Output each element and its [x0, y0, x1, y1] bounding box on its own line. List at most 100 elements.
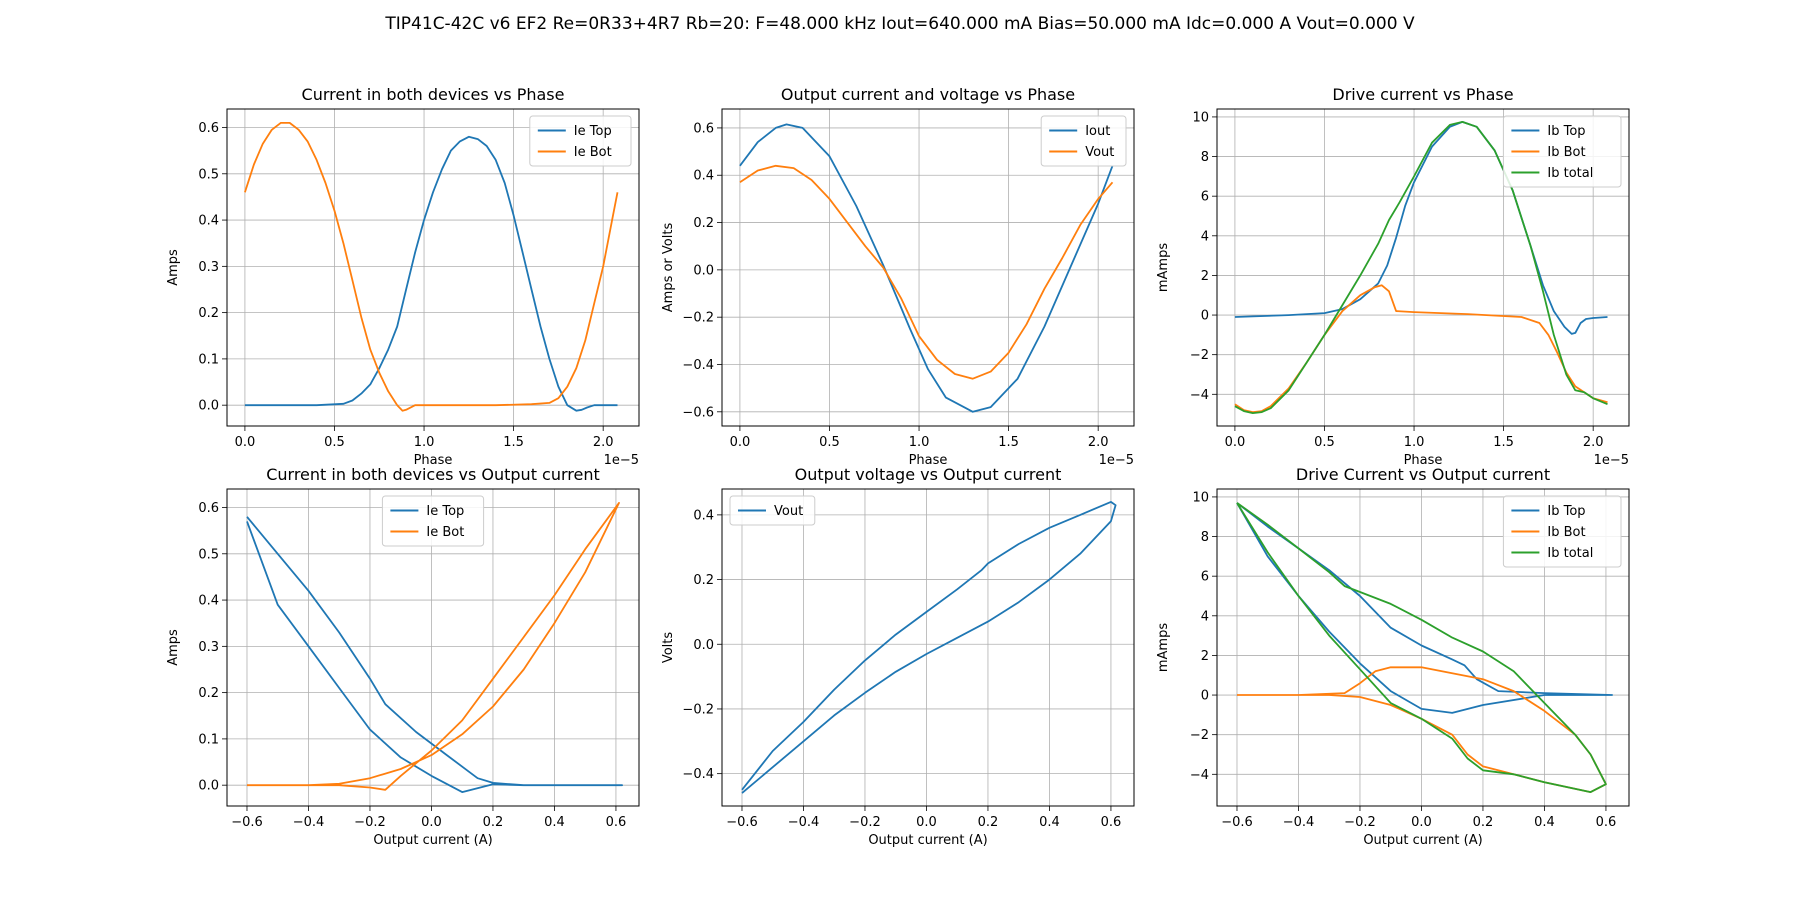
y-tick-label: 8 [1201, 150, 1209, 165]
chart-panel-4: −0.6 −0.4 −0.2 0.0 0.2 0.4 0.6 0.0 0.1 0.2 0.3 0.4 0… [166, 465, 640, 848]
plot-frame [721, 108, 1135, 427]
y-tick-label: 0.3 [198, 260, 219, 275]
y-tick-label: 0.4 [693, 508, 714, 523]
y-axis-label: mAmps [1156, 243, 1171, 292]
x-tick-label: 1.0 [414, 435, 435, 450]
y-tick-label: 0.6 [198, 501, 219, 516]
y-tick-label: 10 [1192, 490, 1209, 505]
y-tick-label: 0.1 [198, 352, 219, 367]
x-tick-label: 0.4 [544, 815, 565, 830]
y-tick-label: −2 [1190, 348, 1209, 363]
legend: Ib Top Ib Bot Ib total [1502, 495, 1622, 568]
legend-frame [1040, 115, 1127, 167]
legend-label: Ib total [1547, 166, 1593, 181]
legend-frame [529, 115, 632, 167]
y-tick-label: 0.6 [198, 121, 219, 136]
chart-title: Output current and voltage vs Phase [781, 85, 1075, 104]
chart-panel-1: 0.0 0.5 1.0 1.5 2.0 0.0 0.1 0.2 0.3 0.4 0.5 0.6 Curr… [166, 85, 640, 468]
x-tick-label: −0.6 [1221, 815, 1253, 830]
legend-label: Ie Top [574, 124, 612, 139]
x-tick-label: −0.4 [1283, 815, 1315, 830]
chart-panel-3: 0.0 0.5 1.0 1.5 2.0 −4 −2 0 2 4 6 8 10 Drive current … [1156, 85, 1630, 468]
legend: Ie Top Ie Bot [381, 495, 485, 547]
y-axis-label: Volts [661, 632, 676, 664]
legend-label: Vout [1085, 145, 1114, 160]
y-tick-label: −0.6 [682, 405, 714, 420]
x-tick-label: −0.2 [354, 815, 386, 830]
legend-label: Ie Bot [426, 525, 464, 540]
plot-frame [1216, 488, 1630, 807]
series-line-ie-top [246, 516, 623, 793]
x-tick-label: 1.5 [998, 435, 1019, 450]
y-axis-label: mAmps [1156, 623, 1171, 672]
x-axis-label: Output current (A) [1363, 833, 1482, 848]
chart-title: Current in both devices vs Output curren… [266, 465, 600, 484]
y-tick-label: −4 [1190, 388, 1209, 403]
x-tick-label: −0.4 [293, 815, 325, 830]
y-tick-label: 0.4 [693, 169, 714, 184]
legend: Vout [729, 495, 816, 526]
y-axis-label: Amps or Volts [661, 223, 676, 313]
x-tick-label: 0.0 [421, 815, 442, 830]
x-tick-label: −0.6 [726, 815, 758, 830]
legend-label: Ib Bot [1547, 525, 1585, 540]
plot-frame [721, 488, 1135, 807]
y-tick-label: 0.0 [693, 638, 714, 653]
legend-frame [729, 495, 816, 526]
legend-frame [1502, 495, 1622, 568]
x-tick-label: 0.2 [978, 815, 999, 830]
x-axis-label: Phase [909, 453, 948, 468]
x-offset-label: 1e−5 [1594, 453, 1629, 468]
legend-label: Iout [1085, 124, 1110, 139]
y-tick-label: 0.5 [198, 547, 219, 562]
series-line-ie-top [244, 135, 618, 412]
chart-panel-6: −0.6 −0.4 −0.2 0.0 0.2 0.4 0.6 −4 −2 0 2 4 6 8 10 Drive… [1156, 465, 1630, 848]
chart-title: Drive Current vs Output current [1296, 465, 1550, 484]
y-tick-label: 6 [1201, 570, 1209, 585]
x-tick-label: 0.5 [1314, 435, 1335, 450]
series-line-ib-total [1236, 502, 1607, 793]
x-tick-label: 2.0 [1088, 435, 1109, 450]
y-tick-label: 0.2 [693, 216, 714, 231]
legend-label: Ib total [1547, 546, 1593, 561]
y-tick-label: 8 [1201, 530, 1209, 545]
x-tick-label: 2.0 [593, 435, 614, 450]
y-tick-label: 0.2 [693, 573, 714, 588]
x-axis-label: Output current (A) [868, 833, 987, 848]
y-tick-label: 2 [1201, 649, 1209, 664]
legend-label: Ie Top [426, 504, 464, 519]
y-tick-label: 4 [1201, 229, 1209, 244]
chart-title: Drive current vs Phase [1332, 85, 1513, 104]
y-tick-label: 0.2 [198, 686, 219, 701]
x-axis-label: Phase [1404, 453, 1443, 468]
series-line-ib-total [1234, 121, 1608, 415]
x-tick-label: 0.0 [235, 435, 256, 450]
chart-title: Output voltage vs Output current [795, 465, 1062, 484]
y-tick-label: 0.0 [198, 779, 219, 794]
x-tick-label: 2.0 [1583, 435, 1604, 450]
y-tick-label: −0.4 [682, 767, 714, 782]
y-tick-label: 10 [1192, 110, 1209, 125]
x-tick-label: 0.0 [730, 435, 751, 450]
legend: Ie Top Ie Bot [529, 115, 632, 167]
y-tick-label: 2 [1201, 269, 1209, 284]
legend: Iout Vout [1040, 115, 1127, 167]
y-tick-label: 0.6 [693, 121, 714, 136]
x-tick-label: 0.6 [1101, 815, 1122, 830]
x-tick-label: −0.2 [1344, 815, 1376, 830]
legend-label: Ie Bot [574, 145, 612, 160]
legend-label: Ib Bot [1547, 145, 1585, 160]
y-tick-label: 4 [1201, 609, 1209, 624]
y-tick-label: 0.0 [198, 399, 219, 414]
y-axis-label: Amps [166, 249, 181, 286]
plot-frame [226, 108, 640, 427]
x-tick-label: −0.6 [231, 815, 263, 830]
y-tick-label: 0.4 [198, 594, 219, 609]
y-tick-label: 0.4 [198, 214, 219, 229]
series-line-vout [739, 164, 1114, 380]
legend-frame [381, 495, 485, 547]
x-tick-label: −0.4 [788, 815, 820, 830]
legend-frame [1502, 115, 1622, 188]
y-tick-label: 6 [1201, 190, 1209, 205]
x-tick-label: 1.5 [1493, 435, 1514, 450]
